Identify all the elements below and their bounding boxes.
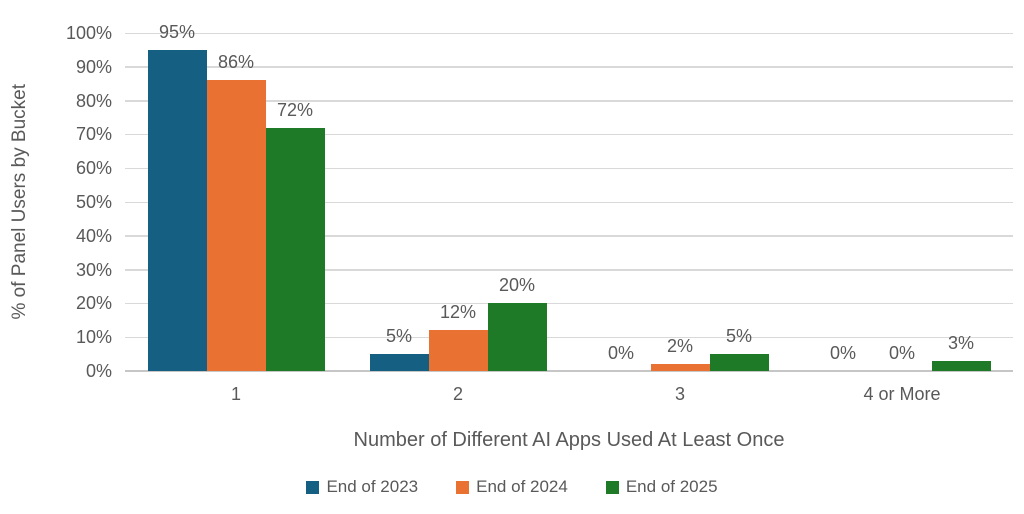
bar-value-label: 0% [829,343,856,363]
legend-label: End of 2024 [476,477,568,496]
gridline [125,269,1013,271]
y-tick-label: 0% [85,361,112,381]
bar-groups: 95% 86% 72% 5% 12% 20% 0% 2% 5% 0% 0% 3% [125,22,1013,371]
bar [650,364,710,371]
y-tick-label: 50% [75,192,112,212]
bar-value-label: 2% [666,336,693,357]
legend-label: End of 2023 [326,477,419,496]
legend-item: End of 2024 [456,477,568,497]
bar-slot: 0% [873,33,932,371]
bar [369,354,429,371]
y-tick-label: 20% [75,293,112,314]
bar [147,49,207,371]
legend-swatch-icon [306,480,320,494]
bar-slot: 5% [369,33,429,371]
gridline [125,32,1013,34]
bar [709,354,769,371]
bar-slot: 0% [814,33,873,371]
y-tick-label: 80% [75,90,112,111]
bar-slot: 72% [265,33,325,371]
gridline [125,303,1013,305]
gridline [125,134,1013,136]
x-axis-title: Number of Different AI Apps Used At Leas… [353,429,785,451]
bar-slot: 20% [487,33,547,371]
y-axis-tick-labels: 0% 10% 20% 30% 40% 50% 60% 70% 80% 90% 100% [0,23,112,381]
bar-group: 5% 12% 20% [347,33,569,371]
x-category-label: 4 or More [863,384,941,404]
legend-swatch-icon [605,480,619,494]
bar-slot: 2% [650,33,710,371]
bar-value-label: 3% [947,332,974,353]
bar-group: 95% 86% 72% [125,22,347,371]
bar-value-label: 12% [439,302,477,323]
bar-slot: 3% [931,33,991,371]
gridline [125,66,1013,68]
y-tick-label: 60% [75,158,112,179]
x-category-label: 2 [452,384,463,404]
x-axis-line [125,370,1013,372]
y-tick-label: 30% [75,259,112,280]
y-tick-label: 70% [75,124,112,145]
bar-slot: 0% [592,33,651,371]
x-category-label: 3 [674,384,685,404]
bar-value-label: 86% [217,52,255,73]
legend: End of 2023 End of 2024 End of 2025 [0,477,1024,497]
bar-value-label: 72% [276,99,314,120]
gridline [125,201,1013,203]
gridline [125,336,1013,339]
x-category-label: 1 [230,384,241,404]
plot-area: 95% 86% 72% 5% 12% 20% 0% 2% 5% 0% 0% 3% [125,22,1013,372]
x-axis-category-labels: 1 2 3 4 or More [125,384,1013,405]
y-tick-label: 40% [75,225,112,246]
legend-swatch-icon [456,480,470,494]
bar-slot: 12% [428,33,488,371]
bar [487,303,547,371]
gridline [125,100,1013,102]
legend-item: End of 2023 [306,477,418,497]
bar-value-label: 0% [607,343,634,363]
bar-group: 0% 0% 3% [791,33,1013,371]
gridline [125,167,1013,170]
bar-value-label: 0% [888,343,915,363]
bar-slot: 5% [709,33,769,371]
y-tick-label: 100% [65,23,112,43]
bar-value-label: 5% [725,326,752,347]
bar-slot: 86% [206,33,266,371]
y-tick-label: 10% [75,327,112,348]
bar [265,127,325,371]
bar-value-label: 95% [158,21,196,42]
bar [931,360,991,371]
bar [206,80,266,371]
bar-value-label: 5% [385,326,412,347]
bar-group: 0% 2% 5% [569,33,791,371]
legend-label: End of 2025 [625,477,718,496]
bar-slot: 95% [147,22,207,371]
bar-value-label: 20% [498,275,536,296]
y-tick-label: 90% [75,56,112,77]
bar [428,330,488,371]
legend-item: End of 2025 [605,477,718,497]
gridline [125,235,1013,237]
